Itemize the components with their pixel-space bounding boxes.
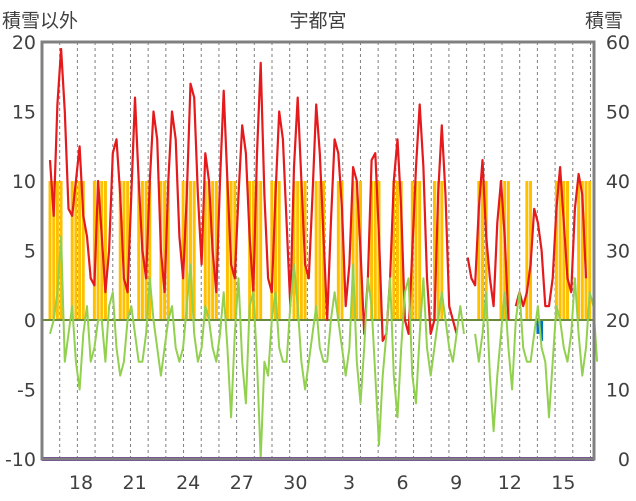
snow-depth-bar — [81, 181, 85, 320]
snow-depth-bar — [92, 181, 96, 320]
snow-depth-bar — [96, 181, 100, 320]
snow-depth-bar — [314, 181, 318, 320]
snow-depth-bar — [318, 181, 322, 320]
snow-depth-bar — [181, 181, 185, 320]
snow-depth-bar — [484, 181, 488, 320]
snow-depth-bar — [558, 181, 562, 320]
right-tick-label: 30 — [606, 241, 630, 263]
snow-depth-bar — [233, 181, 237, 320]
x-tick-label: 3 — [343, 472, 355, 494]
snow-depth-bar — [296, 181, 300, 320]
right-tick-label: 40 — [606, 171, 630, 193]
snow-depth-bar — [259, 181, 263, 320]
snow-depth-bar — [185, 181, 189, 320]
left-tick-label: 0 — [24, 310, 36, 332]
precip-bar — [540, 320, 544, 341]
snow-depth-bar — [355, 181, 359, 320]
snow-depth-bar — [432, 181, 436, 320]
right-axis-title: 積雪 — [585, 10, 624, 32]
left-tick-label: 10 — [12, 171, 36, 193]
snow-depth-bar — [436, 181, 440, 320]
snow-depth-bar — [270, 181, 274, 320]
snow-depth-bar — [562, 181, 566, 320]
snow-depth-bar — [52, 181, 56, 320]
snow-depth-bar — [163, 181, 167, 320]
snow-depth-bar — [118, 181, 122, 320]
snow-depth-bar — [188, 181, 192, 320]
x-tick-label: 15 — [551, 472, 575, 494]
snow-depth-bar — [274, 181, 277, 320]
x-tick-label: 9 — [450, 472, 462, 494]
snow-depth-bar — [203, 181, 207, 320]
left-tick-label: 15 — [12, 102, 36, 124]
left-tick-label: -5 — [17, 380, 36, 402]
snow-depth-bar — [370, 181, 374, 320]
snow-depth-bar — [78, 181, 82, 320]
snow-depth-bar — [506, 181, 510, 320]
snow-depth-bar — [440, 181, 444, 320]
left-tick-label: 5 — [24, 241, 36, 263]
snow-depth-bar — [399, 181, 403, 320]
snow-depth-bar — [577, 181, 581, 320]
precip-bar — [536, 320, 540, 334]
right-tick-label: 50 — [606, 102, 630, 124]
snow-depth-bar — [566, 181, 569, 320]
right-tick-label: 0 — [618, 449, 630, 471]
snow-depth-bar — [70, 181, 74, 320]
snow-depth-bar — [392, 181, 396, 320]
left-tick-label: 20 — [12, 32, 36, 54]
snow-depth-bar — [340, 181, 344, 320]
snow-depth-bar — [48, 181, 52, 320]
snow-depth-bar — [373, 181, 377, 320]
snow-depth-bar — [192, 181, 196, 320]
snow-depth-bar — [214, 181, 218, 320]
snow-depth-bar — [255, 181, 259, 320]
right-tick-label: 10 — [606, 380, 630, 402]
snow-depth-bar — [336, 181, 340, 320]
snow-depth-bar — [207, 181, 211, 320]
snow-depth-bar — [126, 181, 130, 320]
snow-depth-bar — [351, 181, 355, 320]
left-tick-label: -10 — [5, 449, 36, 471]
snow-depth-bar — [499, 181, 503, 320]
snow-depth-bar — [554, 181, 558, 320]
snow-depth-bar — [292, 181, 296, 320]
x-tick-label: 12 — [498, 472, 522, 494]
snow-depth-bar — [525, 181, 529, 320]
snow-depth-bar — [418, 181, 422, 320]
x-tick-label: 27 — [230, 472, 254, 494]
snow-depth-bar — [588, 181, 592, 320]
left-axis-title: 積雪以外 — [2, 10, 79, 32]
snow-depth-bar — [414, 181, 418, 320]
plot-frame — [40, 40, 596, 461]
snow-depth-bar — [103, 181, 107, 320]
green-series-line — [49, 235, 599, 460]
snow-depth-bar — [477, 181, 481, 320]
x-tick-label: 24 — [176, 472, 200, 494]
snow-depth-bar — [74, 181, 78, 320]
snow-depth-bar — [122, 181, 126, 320]
snow-depth-bar — [580, 181, 584, 320]
x-tick-label: 6 — [397, 472, 409, 494]
snow-depth-bar — [55, 181, 59, 320]
chart-title: 宇都宮 — [289, 10, 347, 32]
snow-depth-bar — [166, 181, 170, 320]
snow-depth-bar — [395, 181, 399, 320]
snow-depth-bar — [137, 181, 141, 320]
snow-depth-bar — [299, 181, 303, 320]
x-tick-label: 21 — [123, 472, 147, 494]
x-tick-label: 18 — [69, 472, 93, 494]
x-tick-label: 30 — [283, 472, 307, 494]
snow-depth-bar — [225, 181, 229, 320]
right-tick-label: 20 — [606, 310, 630, 332]
right-tick-label: 60 — [606, 32, 630, 54]
snow-depth-bar — [584, 181, 588, 320]
snow-depth-bar — [481, 181, 484, 320]
snow-depth-bar — [277, 181, 281, 320]
snow-depth-bar — [148, 181, 152, 320]
